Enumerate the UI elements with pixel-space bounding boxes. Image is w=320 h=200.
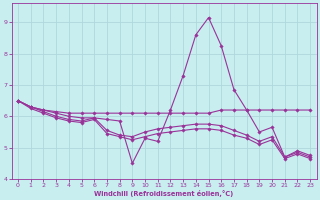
X-axis label: Windchill (Refroidissement éolien,°C): Windchill (Refroidissement éolien,°C) xyxy=(94,190,234,197)
